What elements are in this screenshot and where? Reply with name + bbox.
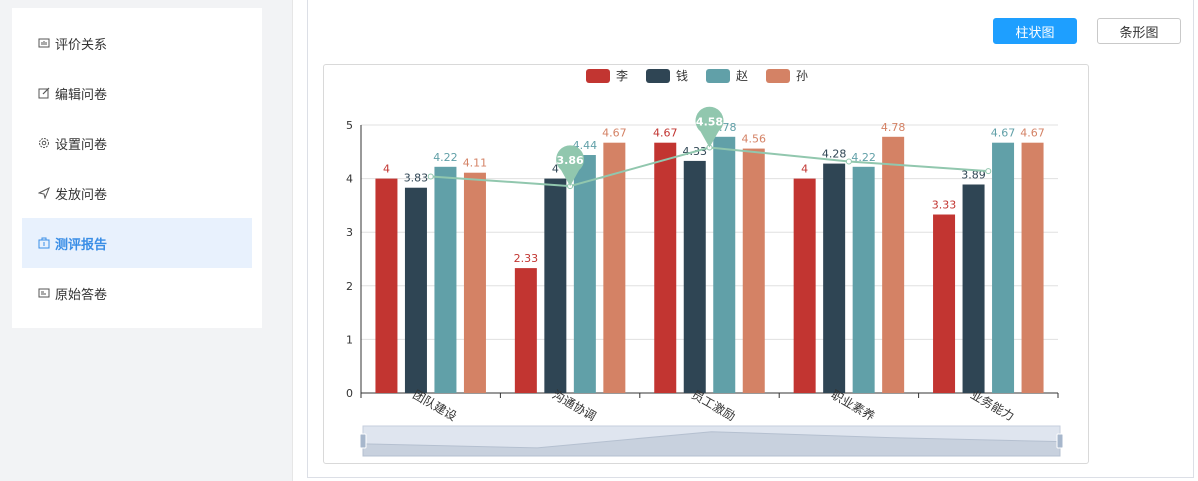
- horizontal-bar-chart-button[interactable]: 条形图: [1097, 18, 1181, 44]
- bar: [1021, 142, 1044, 393]
- legend-swatch: [646, 69, 670, 83]
- sidebar-item-label: 测评报告: [55, 237, 108, 253]
- bar-data-label: 4.56: [742, 133, 767, 146]
- sidebar-item-edit-survey[interactable]: 编辑问卷: [22, 68, 252, 118]
- y-tick-label: 0: [346, 387, 353, 400]
- sidebar-item-label: 编辑问卷: [55, 87, 108, 103]
- bar: [742, 148, 765, 393]
- bar: [852, 166, 875, 393]
- gear-icon: [38, 137, 50, 149]
- sidebar-item-distribute-survey[interactable]: 发放问卷: [22, 168, 252, 218]
- bar-data-label: 4: [383, 163, 390, 176]
- datazoom-handle[interactable]: [1056, 433, 1064, 449]
- bar-data-label: 4.11: [463, 157, 488, 170]
- bar: [793, 178, 816, 393]
- bar-data-label: 4.67: [653, 127, 678, 140]
- marker-label: 4.58: [696, 116, 723, 129]
- bar: [514, 268, 537, 393]
- bar-data-label: 2.33: [514, 252, 539, 265]
- bar: [962, 184, 985, 393]
- report-icon: [38, 237, 50, 249]
- y-tick-label: 4: [346, 173, 353, 186]
- datazoom-preview: [362, 431, 1061, 457]
- legend-label: 孙: [796, 69, 808, 83]
- bar-data-label: 4.78: [881, 121, 906, 134]
- y-tick-label: 2: [346, 280, 353, 293]
- y-tick-label: 5: [346, 119, 353, 132]
- bar-data-label: 4.67: [1020, 127, 1045, 140]
- edit-icon: [38, 87, 50, 99]
- sidebar-item-raw-answers[interactable]: 原始答卷: [22, 268, 252, 318]
- bar-data-label: 4: [801, 163, 808, 176]
- bar: [882, 136, 905, 393]
- bar-data-label: 4.67: [991, 127, 1016, 140]
- sidebar-item-survey-settings[interactable]: 设置问卷: [22, 118, 252, 168]
- sidebar-item-evaluation-report[interactable]: 测评报告: [22, 218, 252, 268]
- bar-data-label: 3.89: [961, 168, 986, 181]
- card-icon: [38, 287, 50, 299]
- bar-data-label: 4.22: [433, 151, 458, 164]
- sidebar-item-label: 评价关系: [55, 37, 108, 53]
- line-point: [845, 158, 852, 165]
- sidebar-item-label: 原始答卷: [55, 287, 108, 303]
- bar: [573, 155, 596, 393]
- sidebar-item-evaluation-relation[interactable]: 评价关系: [22, 18, 252, 68]
- bar: [404, 187, 427, 393]
- marker-pin: [556, 145, 585, 187]
- sidebar-item-label: 设置问卷: [55, 137, 108, 153]
- bar-data-label: 4.22: [851, 151, 876, 164]
- y-tick-label: 1: [346, 333, 353, 346]
- bar-data-label: 3.83: [404, 172, 429, 185]
- legend-swatch: [766, 69, 790, 83]
- bar: [434, 166, 457, 393]
- send-icon: [38, 187, 50, 199]
- y-tick-label: 3: [346, 226, 353, 239]
- bar: [933, 214, 956, 393]
- legend-swatch: [586, 69, 610, 83]
- bar-data-label: 4: [552, 163, 559, 176]
- legend-label: 李: [616, 68, 628, 83]
- bar: [654, 142, 677, 393]
- bar-data-label: 3.33: [932, 199, 957, 212]
- bar: [544, 178, 567, 393]
- line-point: [985, 168, 992, 175]
- bar-data-label: 4.67: [602, 127, 627, 140]
- legend-swatch: [706, 69, 730, 83]
- legend-label: 钱: [676, 68, 688, 83]
- bar: [375, 178, 398, 393]
- marker-label: 3.86: [557, 154, 584, 167]
- bar: [683, 160, 706, 393]
- sidebar-item-label: 发放问卷: [55, 187, 108, 203]
- bar-data-label: 4.28: [822, 148, 847, 161]
- bar: [463, 172, 486, 393]
- series-line: [430, 146, 989, 188]
- bar: [992, 142, 1015, 393]
- marker-pin: [695, 106, 724, 148]
- line-point: [427, 173, 434, 180]
- datazoom-handle[interactable]: [359, 433, 367, 449]
- legend-label: 赵: [736, 69, 748, 83]
- bar: [603, 142, 626, 393]
- bar-chart-button[interactable]: 柱状图: [993, 18, 1077, 44]
- bar: [713, 136, 736, 393]
- bar: [823, 163, 846, 393]
- chart-icon: [38, 37, 50, 49]
- sidebar: 评价关系 编辑问卷 设置问卷 发放问卷 测评报告 原始答卷: [12, 8, 262, 328]
